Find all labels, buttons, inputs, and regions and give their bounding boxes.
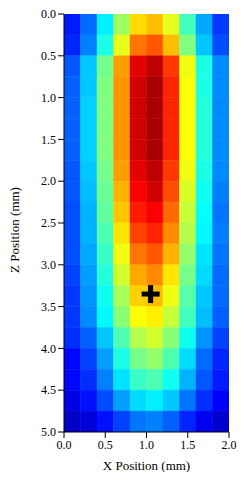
svg-text:0.5: 0.5	[98, 438, 113, 452]
svg-text:4.0: 4.0	[41, 342, 56, 356]
svg-text:1.5: 1.5	[41, 133, 56, 147]
svg-text:3.5: 3.5	[41, 300, 56, 314]
svg-text:1.0: 1.0	[139, 438, 154, 452]
svg-text:Z Position (mm): Z Position (mm)	[8, 187, 22, 273]
svg-text:1.0: 1.0	[41, 91, 56, 105]
svg-text:2.0: 2.0	[41, 174, 56, 188]
svg-text:2.0: 2.0	[222, 438, 237, 452]
svg-text:X Position (mm): X Position (mm)	[103, 458, 190, 472]
svg-text:0.0: 0.0	[57, 438, 72, 452]
svg-text:1.5: 1.5	[180, 438, 195, 452]
svg-text:4.5: 4.5	[41, 383, 56, 397]
svg-text:5.0: 5.0	[41, 425, 56, 439]
svg-text:0.5: 0.5	[41, 49, 56, 63]
svg-text:2.5: 2.5	[41, 216, 56, 230]
svg-text:3.0: 3.0	[41, 258, 56, 272]
svg-text:0.0: 0.0	[41, 8, 56, 21]
